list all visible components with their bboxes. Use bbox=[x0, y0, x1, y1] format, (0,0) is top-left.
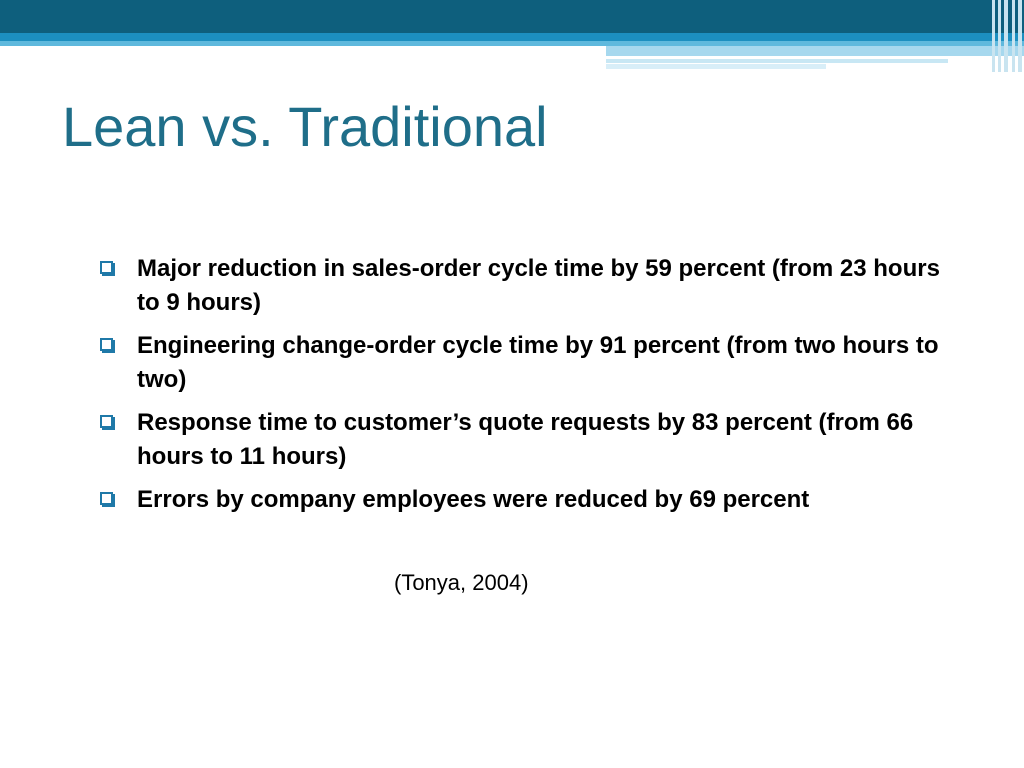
citation: (Tonya, 2004) bbox=[394, 570, 529, 595]
header-stripe bbox=[1018, 0, 1022, 72]
bullet-text: Engineering change-order cycle time by 9… bbox=[137, 332, 939, 393]
checkbox-square-icon bbox=[100, 261, 113, 274]
bullet-item: Engineering change-order cycle time by 9… bbox=[100, 329, 940, 397]
header-bar-light bbox=[0, 41, 1024, 46]
header-accent-line bbox=[606, 59, 948, 63]
header-bar-mid bbox=[0, 33, 1024, 41]
bullet-item: Errors by company employees were reduced… bbox=[100, 483, 940, 517]
header-bar-dark bbox=[0, 0, 1024, 33]
bullet-list: Major reduction in sales-order cycle tim… bbox=[100, 252, 940, 526]
header-stripe bbox=[1012, 0, 1015, 72]
header-stripe bbox=[1004, 0, 1008, 72]
checkbox-square-icon bbox=[100, 415, 113, 428]
bullet-item: Response time to customer’s quote reques… bbox=[100, 406, 940, 474]
checkbox-square-icon bbox=[100, 338, 113, 351]
header-stripe bbox=[998, 0, 1001, 72]
header-stripe bbox=[992, 0, 995, 72]
slide-title: Lean vs. Traditional bbox=[62, 95, 548, 158]
header-accent-line-short bbox=[606, 64, 826, 69]
bullet-text: Errors by company employees were reduced… bbox=[137, 486, 810, 513]
bullet-item: Major reduction in sales-order cycle tim… bbox=[100, 252, 940, 320]
checkbox-square-icon bbox=[100, 492, 113, 505]
header-accent-bar bbox=[606, 46, 1024, 56]
bullet-text: Response time to customer’s quote reques… bbox=[137, 409, 914, 470]
bullet-text: Major reduction in sales-order cycle tim… bbox=[137, 255, 940, 316]
header-stripes bbox=[990, 0, 1024, 72]
